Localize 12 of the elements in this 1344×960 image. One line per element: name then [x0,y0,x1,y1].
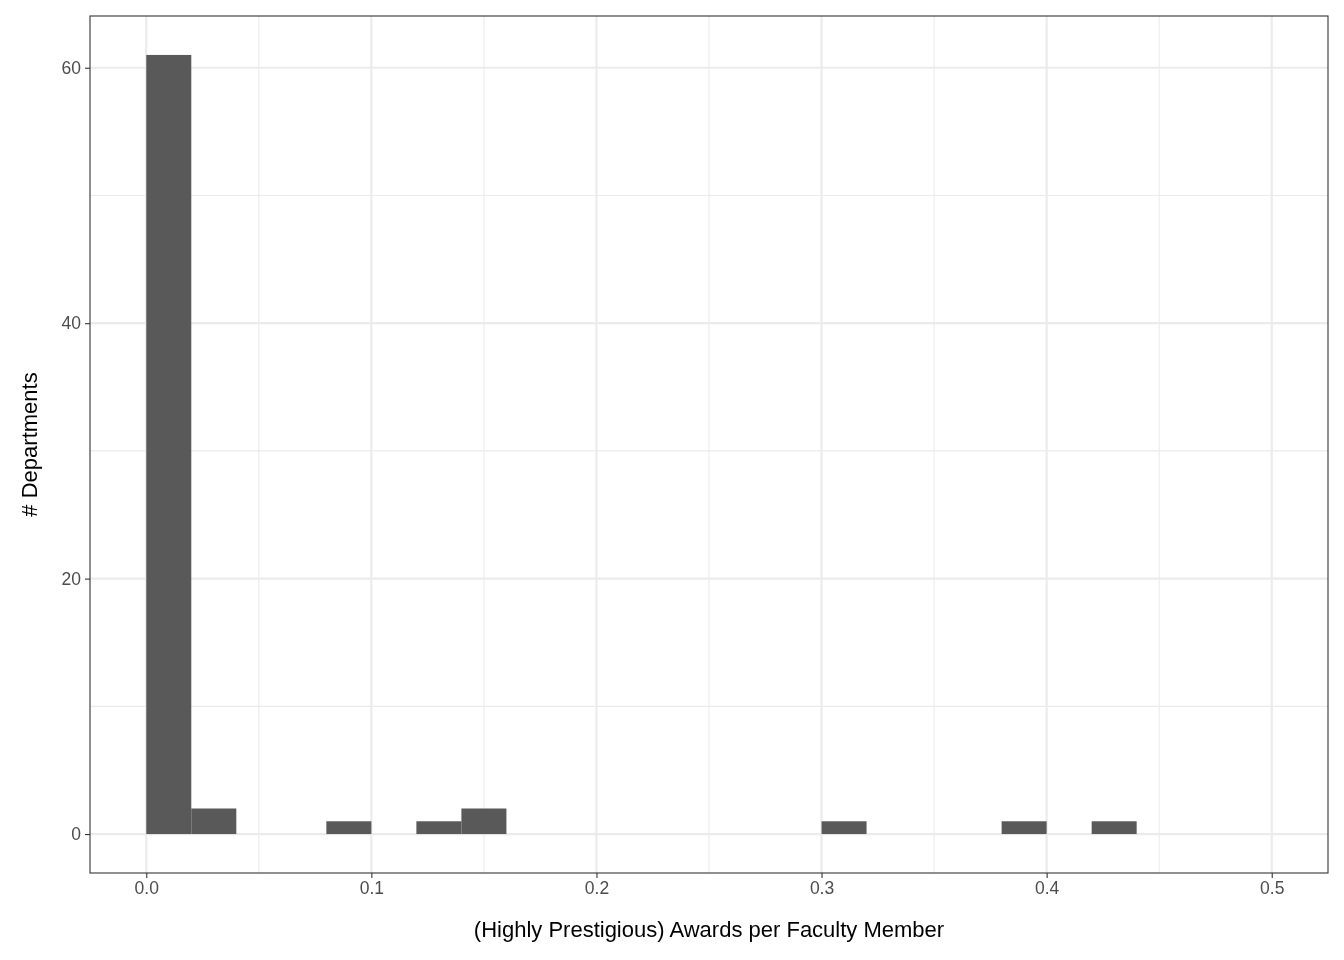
y-tick-label: 40 [61,313,82,334]
y-axis-title: # Departments [17,372,42,517]
x-tick-label: 0.2 [584,878,610,899]
y-tick-label: 60 [61,57,82,78]
x-tick-label: 0.4 [1034,878,1060,899]
y-tick-label: 0 [71,824,82,845]
y-tick-label: 20 [61,568,82,589]
x-tick-label: 0.5 [1260,878,1285,899]
x-tick-label: 0.3 [809,878,835,899]
x-axis-title: (Highly Prestigious) Awards per Faculty Member [473,917,945,942]
x-tick-label: 0.0 [134,878,160,899]
x-tick-label: 0.1 [359,878,385,899]
